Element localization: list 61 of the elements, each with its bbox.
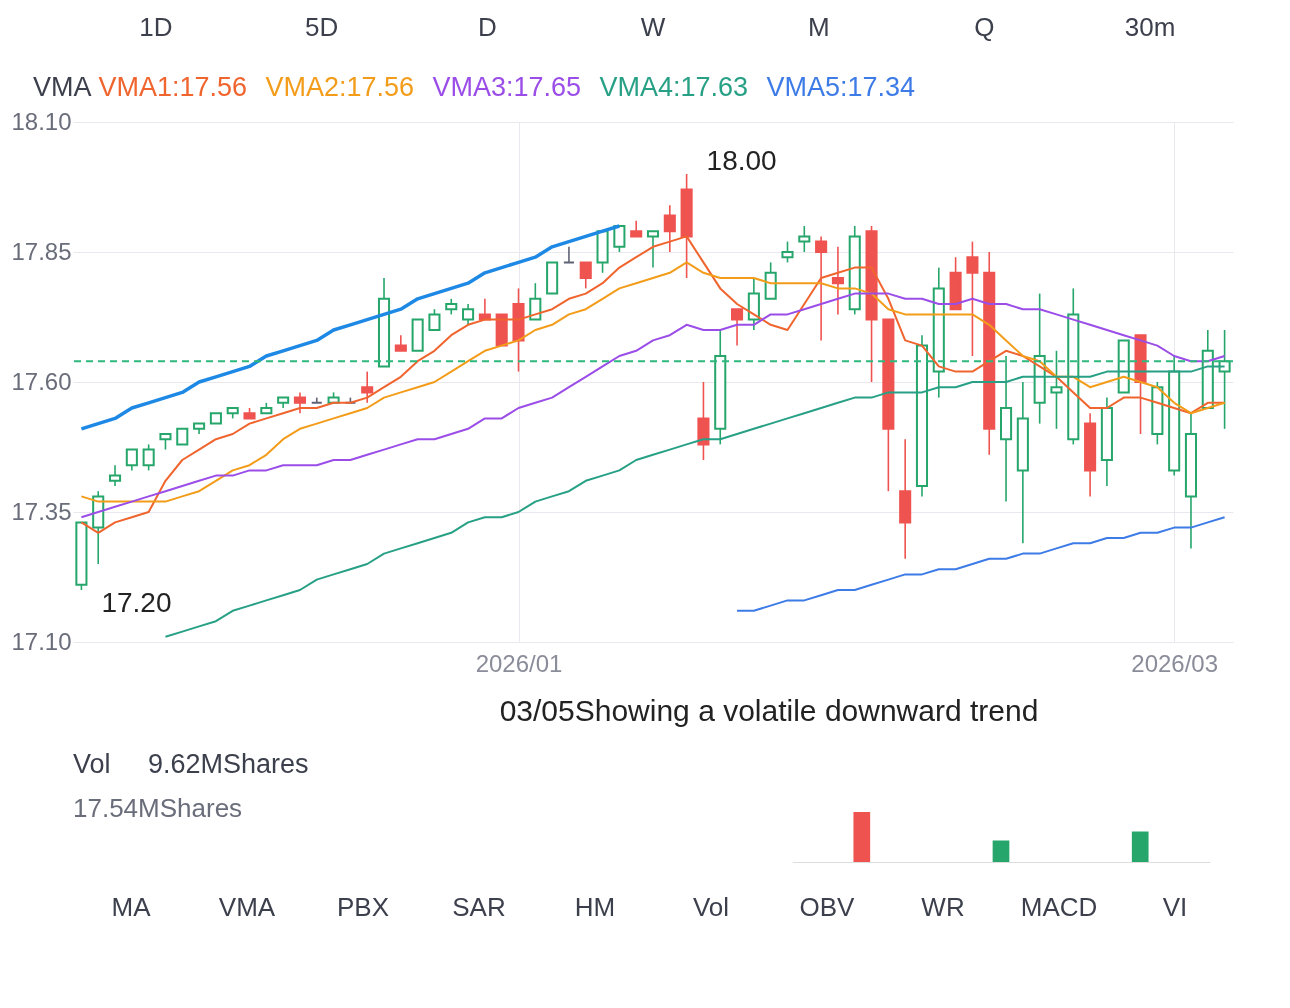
candlestick — [831, 246, 844, 316]
text: OBV — [799, 892, 856, 922]
text: M — [807, 12, 830, 42]
y-tick-label: 17.10 — [11, 627, 72, 655]
y-tick-label: 17.35 — [11, 497, 72, 525]
candlestick — [966, 240, 979, 357]
text: VMA5:17.34 — [766, 72, 916, 102]
text: MA — [111, 892, 152, 922]
candlestick — [579, 261, 592, 290]
text: 03/05Showing a volatile downward trend — [499, 694, 1039, 727]
text: 1D — [139, 12, 173, 42]
candlestick — [1050, 350, 1063, 430]
text: VMA4:17.63 — [599, 72, 749, 102]
text: D — [477, 12, 497, 42]
text: VMA2:17.56 — [265, 72, 415, 102]
text: WR — [921, 892, 965, 922]
candlestick — [310, 396, 323, 404]
candlestick — [361, 370, 374, 404]
line-series — [80, 235, 1226, 534]
text: 9.62MShares — [148, 749, 309, 779]
text: PBX — [336, 892, 390, 922]
candlestick — [815, 235, 828, 342]
candlestick — [646, 230, 660, 269]
y-tick-label: 17.60 — [11, 367, 72, 395]
line-series — [736, 516, 1226, 612]
text: VMA3:17.65 — [432, 72, 582, 102]
candlestick — [613, 225, 626, 253]
candlestick — [781, 240, 794, 264]
annotation: 18.00 — [706, 145, 777, 176]
text: Q — [974, 12, 995, 42]
x-tick-label: 2026/03 — [1131, 649, 1219, 677]
candlestick — [293, 391, 306, 414]
text: VI — [1162, 892, 1188, 922]
text: Vol — [692, 892, 730, 922]
candlestick — [108, 464, 122, 487]
candlestick — [663, 204, 676, 253]
text: MACD — [1020, 892, 1098, 922]
text: VMA — [218, 892, 276, 922]
x-tick-label: 2026/01 — [475, 649, 563, 677]
line-series — [80, 261, 1226, 503]
candlestick — [462, 303, 475, 326]
legend-title: VMA — [33, 72, 92, 102]
candlestick — [798, 225, 811, 253]
y-tick-label: 18.10 — [11, 107, 72, 135]
candlestick — [529, 282, 542, 321]
text: VMA1:17.56 — [98, 72, 248, 102]
candlestick — [125, 448, 138, 472]
candlestick — [142, 443, 155, 472]
candlestick — [731, 308, 744, 347]
annotation: 17.20 — [101, 587, 172, 618]
y-tick-label: 17.85 — [11, 237, 72, 265]
text: 17.54MShares — [73, 793, 243, 823]
text: 5D — [304, 12, 339, 42]
candlestick — [562, 246, 575, 264]
text: Vol — [73, 749, 111, 779]
text: HM — [574, 892, 616, 922]
line-series — [80, 292, 1226, 519]
text: 30m — [1124, 12, 1176, 42]
text: SAR — [452, 892, 506, 922]
text: W — [640, 12, 666, 42]
candlestick — [428, 308, 441, 331]
